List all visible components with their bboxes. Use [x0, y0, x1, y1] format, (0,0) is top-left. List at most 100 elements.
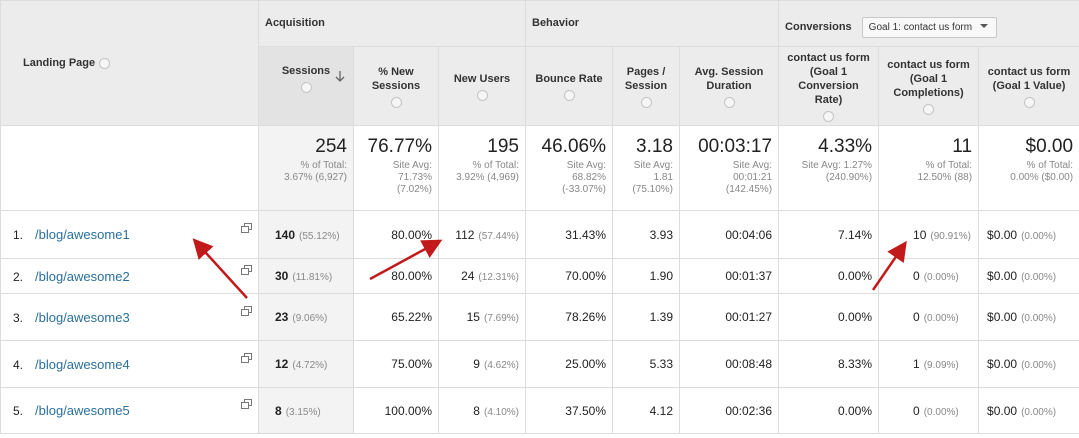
metric-cell: 80.00% — [353, 210, 439, 259]
data-row: 2. /blog/awesome2 30 (11.81%) 80.00% 24 (12.31… — [0, 258, 1079, 294]
metric-share: (7.69%) — [483, 313, 519, 324]
popout-icon — [241, 399, 252, 409]
column-header[interactable]: % New Sessions — [353, 46, 439, 126]
total-value: 46.06% — [541, 136, 606, 157]
metric-value: 00:08:48 — [725, 357, 773, 371]
total-value: $0.00 — [1025, 136, 1074, 157]
row-index: 5. — [13, 404, 24, 418]
metric-share: (4.72%) — [292, 360, 328, 371]
column-header[interactable]: contact us form (Goal 1 Value) — [978, 46, 1079, 126]
metric-value: 8 — [473, 403, 480, 418]
page-link[interactable]: /blog/awesome2 — [35, 268, 130, 284]
metric-value: 24 — [461, 269, 475, 283]
total-cell: 195 % of Total: 3.92% (4,969) — [438, 125, 526, 211]
page-link[interactable]: /blog/awesome1 — [35, 227, 130, 242]
column-header[interactable]: Bounce Rate — [525, 46, 613, 126]
group-title: Conversions — [785, 21, 852, 33]
total-note: (240.90%) — [825, 172, 873, 183]
total-cell: 11 % of Total: 12.50% (88) — [878, 125, 980, 211]
metric-cell: 7.14% — [778, 210, 880, 259]
help-icon — [563, 89, 575, 101]
help-icon — [476, 89, 488, 101]
metric-share: (0.00%) — [1021, 313, 1057, 324]
goal-select[interactable]: Goal 1: contact us form — [861, 17, 998, 38]
total-note: 3.92% (4,969) — [456, 172, 519, 183]
metric-cell: $0.00 (0.00%) — [978, 293, 1079, 341]
metric-cell: 31.43% — [525, 210, 613, 259]
total-value: 254 — [315, 136, 347, 157]
metric-cell: 0 (0.00%) — [878, 387, 980, 434]
metric-value: 70.00% — [565, 269, 606, 283]
column-title: contact us form (Goal 1 Value) — [987, 65, 1071, 92]
data-row: 3. /blog/awesome3 23 (9.06%) 65.22% 15 (7.69%)… — [0, 293, 1079, 341]
metric-share: (9.06%) — [292, 313, 328, 324]
group-header: Acquisition — [258, 0, 526, 47]
total-cell: $0.00 % of Total: 0.00% ($0.00) — [978, 125, 1079, 211]
metric-value: 7.14% — [838, 227, 873, 242]
metric-value: 37.50% — [565, 403, 606, 418]
metric-value: $0.00 — [987, 227, 1018, 242]
metric-share: (0.00%) — [1021, 230, 1057, 242]
popout-icon — [241, 223, 252, 233]
metric-value: $0.00 — [987, 357, 1018, 371]
column-header[interactable]: Sessions — [258, 46, 354, 126]
landing-page-cell: 4. /blog/awesome4 — [0, 340, 259, 388]
group-header: Behavior — [524, 0, 780, 47]
row-index: 2. — [13, 269, 24, 284]
metric-cell: 0 (0.00%) — [878, 293, 980, 341]
metric-value: 4.12 — [649, 403, 673, 418]
metric-value: 10 — [913, 227, 927, 242]
metric-value: 1 — [913, 357, 920, 371]
metric-cell: 24 (12.31%) — [438, 258, 526, 294]
page-link[interactable]: /blog/awesome3 — [35, 309, 130, 325]
column-title: Bounce Rate — [535, 72, 603, 85]
popout-icon — [241, 305, 252, 316]
metric-cell: 8 (3.15%) — [258, 387, 354, 434]
metric-cell: 00:01:37 — [678, 258, 780, 294]
column-header[interactable]: Pages / Session — [612, 46, 680, 126]
total-note: % of Total: — [925, 160, 973, 171]
metric-share: (90.91%) — [930, 230, 971, 242]
row-index: 3. — [13, 310, 24, 325]
column-title: New Users — [453, 72, 511, 85]
metric-cell: $0.00 (0.00%) — [978, 258, 1079, 294]
total-note: 1.81 — [653, 172, 673, 183]
column-header-row: Sessions % New Sessions New Users Bounce Ra… — [1, 46, 1079, 126]
metric-value: 1.90 — [649, 269, 673, 283]
row-index: 4. — [13, 357, 24, 372]
metric-value: 3.93 — [649, 227, 673, 242]
metric-value: 112 — [455, 227, 475, 242]
help-icon — [723, 96, 735, 108]
metric-cell: 30 (11.81%) — [258, 258, 354, 294]
metric-cell: 70.00% — [525, 258, 613, 294]
metric-value: 78.26% — [565, 310, 606, 324]
metric-cell: 00:01:27 — [678, 293, 780, 341]
total-cell: 46.06% Site Avg: 68.82% (-33.07%) — [525, 125, 613, 211]
total-note: (142.45%) — [725, 184, 773, 195]
metric-cell: 8.33% — [778, 340, 880, 388]
group-header-row: Landing Page Acquisition Behavior Conversio… — [0, 0, 1079, 126]
landing-page-cell: 3. /blog/awesome3 — [0, 293, 259, 341]
page-link[interactable]: /blog/awesome4 — [35, 356, 130, 372]
goal-select-text: Goal 1: contact us form — [868, 22, 973, 33]
metric-value: 80.00% — [391, 227, 432, 242]
metric-share: (9.09%) — [923, 360, 959, 371]
column-header[interactable]: contact us form (Goal 1 Conversion Rate) — [778, 46, 880, 126]
metric-cell: 140 (55.12%) — [258, 210, 354, 259]
total-cell: 254 % of Total: 3.67% (6,927) — [258, 125, 354, 211]
column-header[interactable]: Avg. Session Duration — [678, 46, 780, 126]
metric-value: 0 — [913, 310, 920, 324]
metric-cell: 23 (9.06%) — [258, 293, 354, 341]
totals-row: 254% of Total: 3.67% (6,927) 76.77% Site Av… — [0, 125, 1079, 211]
popout-icon — [241, 352, 252, 363]
help-icon — [300, 82, 312, 93]
column-header[interactable]: contact us form (Goal 1 Completions) — [878, 46, 980, 126]
total-note: 12.50% (88) — [917, 172, 973, 183]
column-header[interactable]: New Users — [438, 46, 526, 126]
help-icon — [99, 57, 111, 69]
total-note: % of Total: — [1026, 160, 1074, 171]
page-link[interactable]: /blog/awesome5 — [35, 403, 130, 418]
total-note: % of Total: — [472, 160, 519, 171]
metric-cell: 0.00% — [778, 258, 880, 294]
